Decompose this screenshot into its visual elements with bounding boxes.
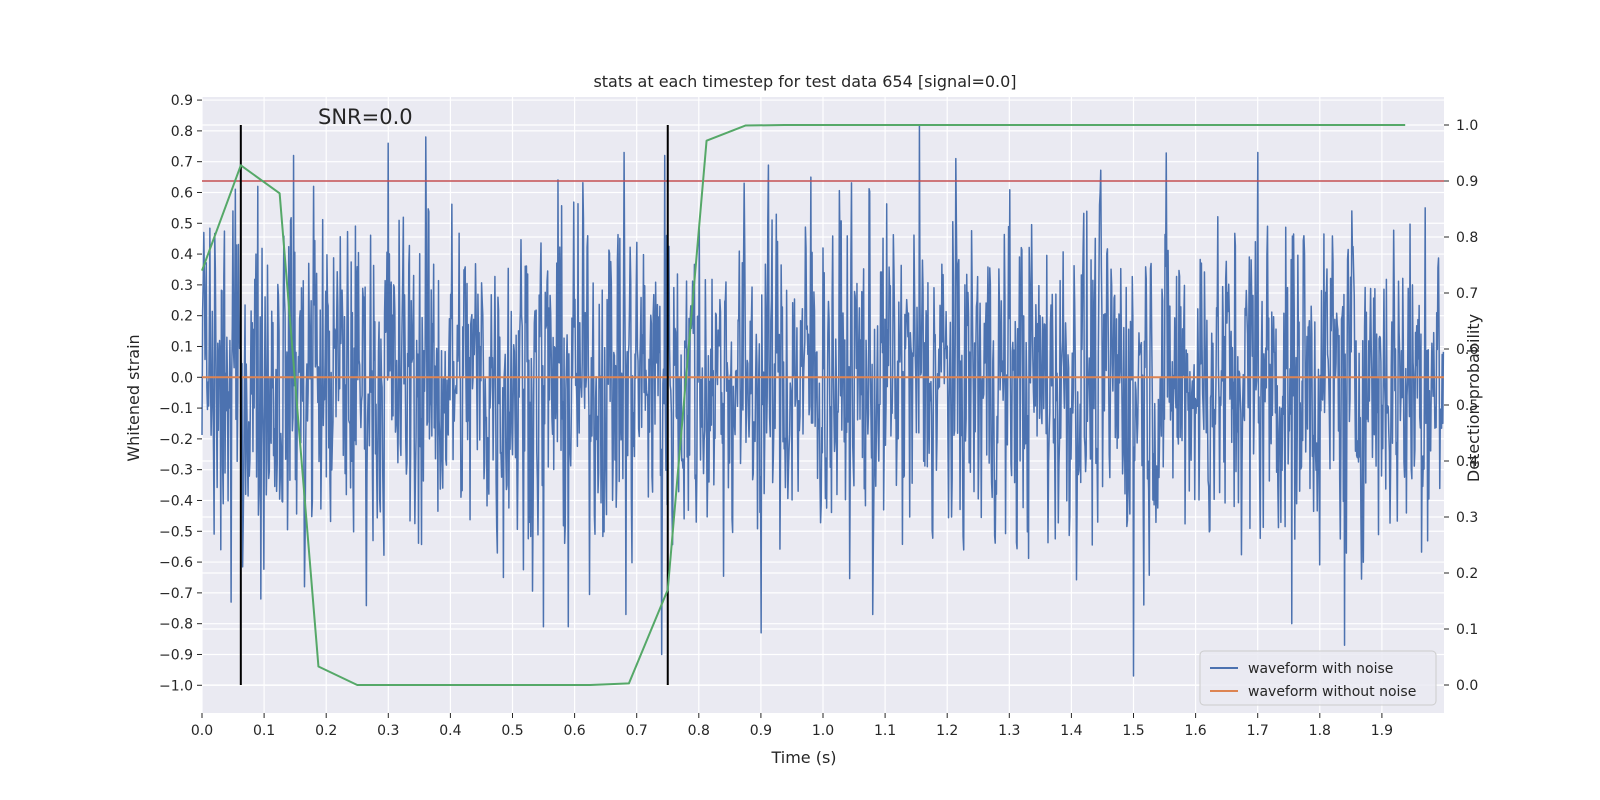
y-tick-label: −0.8: [159, 617, 193, 633]
x-tick-label: 1.5: [1122, 723, 1144, 739]
x-tick-label: 0.5: [501, 723, 523, 739]
y-tick-label: 0.5: [171, 216, 193, 232]
x-tick-label: 1.3: [998, 723, 1020, 739]
y2-tick-label: 0.7: [1456, 286, 1478, 302]
x-tick-label: 0.7: [626, 723, 648, 739]
x-tick-label: 0.9: [750, 723, 772, 739]
x-tick-label: 1.6: [1184, 723, 1206, 739]
x-tick-label: 0.8: [688, 723, 710, 739]
y-tick-label: −0.5: [159, 524, 193, 540]
waveform-with-noise-line: [201, 123, 1445, 677]
noise-waveform-layer: [201, 123, 1445, 677]
y-tick-label: 0.4: [171, 247, 193, 263]
y2-tick-label: 0.8: [1456, 230, 1478, 246]
y-tick-label: −1.0: [159, 678, 193, 694]
x-tick-label: 1.2: [936, 723, 958, 739]
y-tick-label: −0.4: [159, 493, 193, 509]
y-tick-label: −0.9: [159, 647, 193, 663]
x-tick-label: 0.0: [191, 723, 213, 739]
x-tick-label: 0.3: [377, 723, 399, 739]
y-tick-label: 0.8: [171, 124, 193, 140]
x-tick-label: 1.0: [812, 723, 834, 739]
x-tick-label: 0.1: [253, 723, 275, 739]
x-tick-label: 1.9: [1371, 723, 1393, 739]
y2-tick-label: 0.4: [1456, 454, 1478, 470]
legend-box: [1199, 650, 1437, 706]
y2-tick-label: 0.0: [1456, 678, 1478, 694]
y2-tick-label: 0.6: [1456, 342, 1478, 358]
legend-label: waveform without noise: [1248, 684, 1416, 700]
y-tick-label: −0.2: [159, 432, 193, 448]
y-tick-label: 0.0: [171, 370, 193, 386]
x-tick-label: 1.1: [874, 723, 896, 739]
legend: waveform with noise waveform without nois…: [1199, 650, 1437, 706]
legend-label: waveform with noise: [1248, 661, 1393, 677]
y2-tick-label: 0.9: [1456, 174, 1478, 190]
x-tick-label: 0.4: [439, 723, 461, 739]
y2-tick-label: 0.5: [1456, 398, 1478, 414]
overlay-layer: [201, 124, 1444, 686]
x-tick-label: 1.7: [1247, 723, 1269, 739]
y-tick-label: 0.3: [171, 278, 193, 294]
y-axis-label: Whitened strain: [124, 334, 143, 461]
snr-annotation: SNR=0.0: [318, 105, 413, 129]
y-tick-label: 0.1: [171, 339, 193, 355]
y-tick-label: −0.6: [159, 555, 193, 571]
y-tick-label: 0.6: [171, 185, 193, 201]
chart-title: stats at each timestep for test data 654…: [593, 72, 1016, 91]
x-axis-label: Time (s): [770, 748, 836, 767]
x-tick-label: 0.6: [563, 723, 585, 739]
axes-layer: 0.0 0.1 0.2 0.3 0.4 0.5 0.6 0.7 0.8 0.9 1.0 1.1 1.2 1…: [159, 93, 1478, 739]
x-tick-label: 0.2: [315, 723, 337, 739]
y2-axis-label: Detection probability: [1464, 314, 1483, 482]
y-tick-label: −0.1: [159, 401, 193, 417]
x-tick-label: 1.4: [1060, 723, 1082, 739]
y2-tick-label: 0.1: [1456, 622, 1478, 638]
detection-probability-line: [201, 124, 1406, 686]
x-tick-label: 1.8: [1309, 723, 1331, 739]
y2-tick-label: 1.0: [1456, 118, 1478, 134]
y-tick-label: −0.7: [159, 586, 193, 602]
y-tick-label: 0.7: [171, 155, 193, 171]
y-tick-label: 0.2: [171, 309, 193, 325]
y-tick-label: 0.9: [171, 93, 193, 109]
y2-tick-label: 0.2: [1456, 566, 1478, 582]
y2-tick-label: 0.3: [1456, 510, 1478, 526]
y-tick-label: −0.3: [159, 463, 193, 479]
